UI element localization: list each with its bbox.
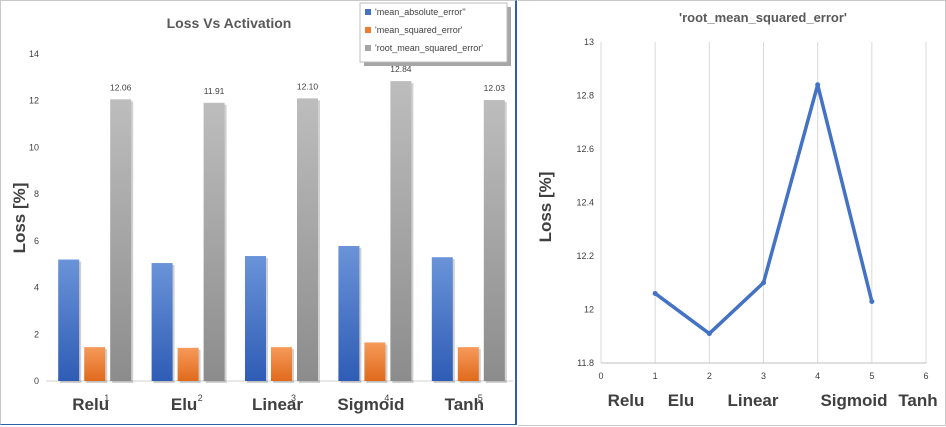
bar-chart-panel: Loss Vs Activation 0 2 4 6 8 10 12 14 Loss [%] 12.… bbox=[0, 0, 517, 425]
y-tick-label: 10 bbox=[29, 142, 39, 152]
bar bbox=[177, 347, 199, 381]
data-point bbox=[652, 290, 658, 296]
x-category-label: Tanh bbox=[898, 391, 937, 410]
bar bbox=[110, 99, 132, 381]
y-tick-label: 8 bbox=[34, 189, 39, 199]
legend-entry: 'mean_squared_error' bbox=[375, 25, 463, 35]
legend-swatch bbox=[365, 9, 371, 15]
x-category-number: 5 bbox=[478, 393, 483, 403]
bar bbox=[297, 98, 318, 381]
bar bbox=[431, 257, 453, 381]
legend-entry: 'root_mean_squared_error' bbox=[375, 43, 483, 53]
y-tick-label: 0 bbox=[34, 376, 39, 386]
bar bbox=[364, 342, 386, 381]
bar bbox=[271, 347, 292, 381]
y-tick-label: 13 bbox=[584, 37, 594, 47]
y-tick-label: 12 bbox=[584, 305, 594, 315]
bar bbox=[390, 81, 412, 381]
bar bbox=[58, 259, 80, 381]
bar-data-label: 12.06 bbox=[110, 82, 132, 92]
bar bbox=[84, 347, 106, 381]
x-category-label: Elu bbox=[668, 391, 694, 410]
bar bbox=[483, 100, 505, 381]
y-axis-label: Loss [%] bbox=[10, 183, 29, 254]
legend-box bbox=[359, 2, 508, 63]
bar-data-label: 12.10 bbox=[297, 81, 319, 91]
x-category-label: Relu bbox=[72, 395, 109, 414]
data-point bbox=[706, 331, 712, 337]
y-tick-label: 12.8 bbox=[576, 91, 594, 101]
bar bbox=[457, 347, 479, 381]
bar bbox=[338, 245, 360, 381]
bar-data-label: 11.91 bbox=[204, 86, 225, 96]
x-tick-label: 2 bbox=[707, 371, 712, 381]
x-category-number: 3 bbox=[291, 393, 296, 403]
y-tick-label: 4 bbox=[34, 283, 39, 293]
x-tick-label: 5 bbox=[869, 371, 874, 381]
bar bbox=[203, 102, 225, 381]
x-category-label: Linear bbox=[252, 395, 303, 414]
y-tick-label: 12.4 bbox=[576, 198, 594, 208]
data-point bbox=[869, 298, 875, 304]
legend-entry: 'mean_absolute_error'' bbox=[375, 7, 466, 17]
chart-title: Loss Vs Activation bbox=[167, 15, 292, 31]
legend-swatch bbox=[365, 45, 371, 51]
y-tick-label: 11.8 bbox=[577, 358, 594, 368]
x-category-number: 4 bbox=[384, 393, 389, 403]
x-tick-label: 4 bbox=[815, 371, 820, 381]
x-category-label: Tanh bbox=[445, 395, 484, 414]
y-tick-label: 12.2 bbox=[576, 251, 594, 261]
bar bbox=[245, 256, 266, 381]
y-axis-label: Loss [%] bbox=[536, 172, 555, 243]
x-category-label: Relu bbox=[608, 391, 645, 410]
line-chart: 'root_mean_squared_error'0 1 2 3 4 5 611.81212… bbox=[536, 10, 938, 410]
y-tick-label: 14 bbox=[29, 49, 39, 59]
y-tick-label: 2 bbox=[34, 329, 39, 339]
y-tick-label: 12.6 bbox=[576, 144, 594, 154]
x-category-label: Sigmoid bbox=[820, 391, 887, 410]
line-chart-panel: 'root_mean_squared_error' 0 1 2 3 4 5 6 11.8 12 12… bbox=[518, 0, 946, 426]
x-category-label: Linear bbox=[727, 391, 778, 410]
bar-data-label: 12.84 bbox=[390, 64, 412, 74]
bar bbox=[151, 263, 173, 381]
x-tick-label: 6 bbox=[923, 371, 928, 381]
chart-title: 'root_mean_squared_error' bbox=[679, 10, 847, 25]
y-tick-label: 12 bbox=[29, 96, 39, 106]
legend: 'mean_absolute_error'' 'mean_squared_erro… bbox=[359, 2, 511, 66]
x-category-number: 1 bbox=[104, 393, 109, 403]
x-category-label: Elu bbox=[171, 395, 197, 414]
x-category-number: 2 bbox=[198, 393, 203, 403]
x-tick-label: 1 bbox=[653, 371, 658, 381]
legend-swatch bbox=[365, 27, 371, 33]
x-tick-label: 0 bbox=[598, 371, 603, 381]
x-tick-label: 3 bbox=[761, 371, 766, 381]
data-point bbox=[815, 82, 821, 88]
data-point bbox=[761, 280, 766, 286]
x-category-label: Sigmoid bbox=[337, 395, 404, 414]
y-tick-label: 6 bbox=[34, 236, 39, 246]
bar-data-label: 12.03 bbox=[484, 83, 506, 93]
